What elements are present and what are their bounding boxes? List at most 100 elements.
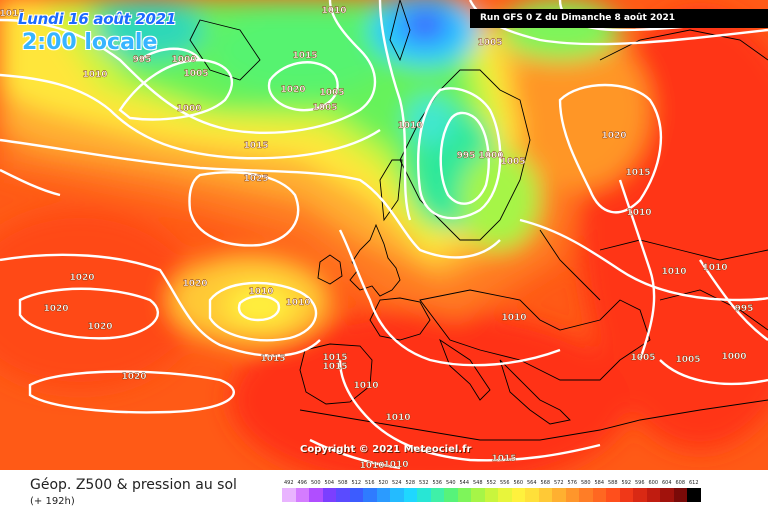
- scale-step: 548: [471, 480, 485, 504]
- isobar-label: 1000: [478, 151, 503, 161]
- weather-map: 1015 1010 1005 995 1000 1005 1010 1015 1020 1005 1…: [0, 0, 768, 470]
- scale-label: 508: [337, 480, 348, 486]
- scale-label: 544: [459, 480, 470, 486]
- scale-swatch: [498, 488, 512, 502]
- scale-step: 576: [565, 480, 579, 504]
- scale-label: 560: [513, 480, 524, 486]
- scale-step: 524: [390, 480, 404, 504]
- scale-label: 528: [405, 480, 416, 486]
- isobar-label: 995: [735, 304, 754, 314]
- scale-label: 564: [526, 480, 537, 486]
- scale-swatch: [511, 488, 525, 502]
- isobars: [0, 0, 768, 470]
- scale-swatch: [309, 488, 323, 502]
- isobar-label: 1010: [248, 287, 273, 297]
- isobar-label: 1010: [626, 208, 651, 218]
- scale-step: 520: [376, 480, 390, 504]
- scale-label: 556: [499, 480, 510, 486]
- scale-step: 512: [349, 480, 363, 504]
- isobar-label: 1015: [243, 141, 268, 151]
- isobar-label: 1015: [0, 9, 25, 19]
- scale-swatch: [660, 488, 674, 502]
- scale-swatch: [538, 488, 552, 502]
- scale-step: 552: [484, 480, 498, 504]
- scale-label: 588: [607, 480, 618, 486]
- scale-step: 612: [687, 480, 701, 504]
- scale-label: 516: [364, 480, 375, 486]
- scale-label: 504: [324, 480, 335, 486]
- isobar-label: 1005: [500, 157, 525, 167]
- scale-label: 500: [310, 480, 321, 486]
- scale-step: 556: [498, 480, 512, 504]
- scale-label: 608: [675, 480, 686, 486]
- scale-swatch: [282, 488, 296, 502]
- scale-swatch: [376, 488, 390, 502]
- isobar-label: 1015: [292, 51, 317, 61]
- scale-step: 544: [457, 480, 471, 504]
- forecast-date: Lundi 16 août 2021: [18, 10, 176, 28]
- scale-swatch: [646, 488, 660, 502]
- copyright-text: Copyright © 2021 Meteociel.fr: [300, 444, 472, 455]
- isobar-label: 1015: [625, 168, 650, 178]
- isobar-label: 1010: [385, 413, 410, 423]
- scale-swatch: [295, 488, 309, 502]
- scale-swatch: [403, 488, 417, 502]
- scale-label: 496: [297, 480, 308, 486]
- isobar-label: 1000: [171, 55, 196, 65]
- isobar-label: 1015: [260, 354, 285, 364]
- scale-step: 588: [606, 480, 620, 504]
- isobar-label: 1020: [87, 322, 112, 332]
- scale-step: 572: [552, 480, 566, 504]
- isobar-label: 1015: [491, 454, 516, 464]
- scale-swatch: [552, 488, 566, 502]
- scale-swatch: [484, 488, 498, 502]
- isobar-label: 1015: [322, 362, 347, 372]
- scale-swatch: [457, 488, 471, 502]
- scale-step: 568: [538, 480, 552, 504]
- isobar-label: 1010: [383, 460, 408, 470]
- scale-swatch: [525, 488, 539, 502]
- scale-step: 560: [511, 480, 525, 504]
- scale-swatch: [619, 488, 633, 502]
- scale-swatch: [363, 488, 377, 502]
- scale-step: 504: [322, 480, 336, 504]
- scale-step: 592: [619, 480, 633, 504]
- scale-swatch: [390, 488, 404, 502]
- isobar-label: 995: [133, 55, 152, 65]
- scale-label: 548: [472, 480, 483, 486]
- scale-step: 508: [336, 480, 350, 504]
- scale-swatch: [633, 488, 647, 502]
- isobar-label: 1010: [702, 263, 727, 273]
- isobar-label: 1005: [630, 353, 655, 363]
- scale-swatch: [336, 488, 350, 502]
- scale-label: 512: [351, 480, 362, 486]
- scale-step: 596: [633, 480, 647, 504]
- scale-label: 492: [283, 480, 294, 486]
- scale-step: 564: [525, 480, 539, 504]
- forecast-time: 2:00 locale: [22, 30, 158, 55]
- isobar-label: 1010: [321, 6, 346, 16]
- isobar-label: 1020: [280, 85, 305, 95]
- isobar-label: 1005: [319, 88, 344, 98]
- scale-label: 584: [594, 480, 605, 486]
- scale-label: 552: [486, 480, 497, 486]
- scale-label: 592: [621, 480, 632, 486]
- map-title: Géop. Z500 & pression au sol: [30, 477, 237, 493]
- scale-label: 536: [432, 480, 443, 486]
- scale-swatch: [565, 488, 579, 502]
- scale-label: 600: [648, 480, 659, 486]
- scale-step: 516: [363, 480, 377, 504]
- isobar-label: 1015: [322, 353, 347, 363]
- scale-label: 576: [567, 480, 578, 486]
- scale-label: 520: [378, 480, 389, 486]
- scale-label: 596: [634, 480, 645, 486]
- scale-swatch: [687, 488, 701, 502]
- isobar-label: 1005: [675, 355, 700, 365]
- geopotential-field: [0, 0, 768, 470]
- scale-step: 600: [646, 480, 660, 504]
- run-banner: Run GFS 0 Z du Dimanche 8 août 2021: [470, 9, 768, 28]
- isobar-label: 1010: [661, 267, 686, 277]
- scale-step: 604: [660, 480, 674, 504]
